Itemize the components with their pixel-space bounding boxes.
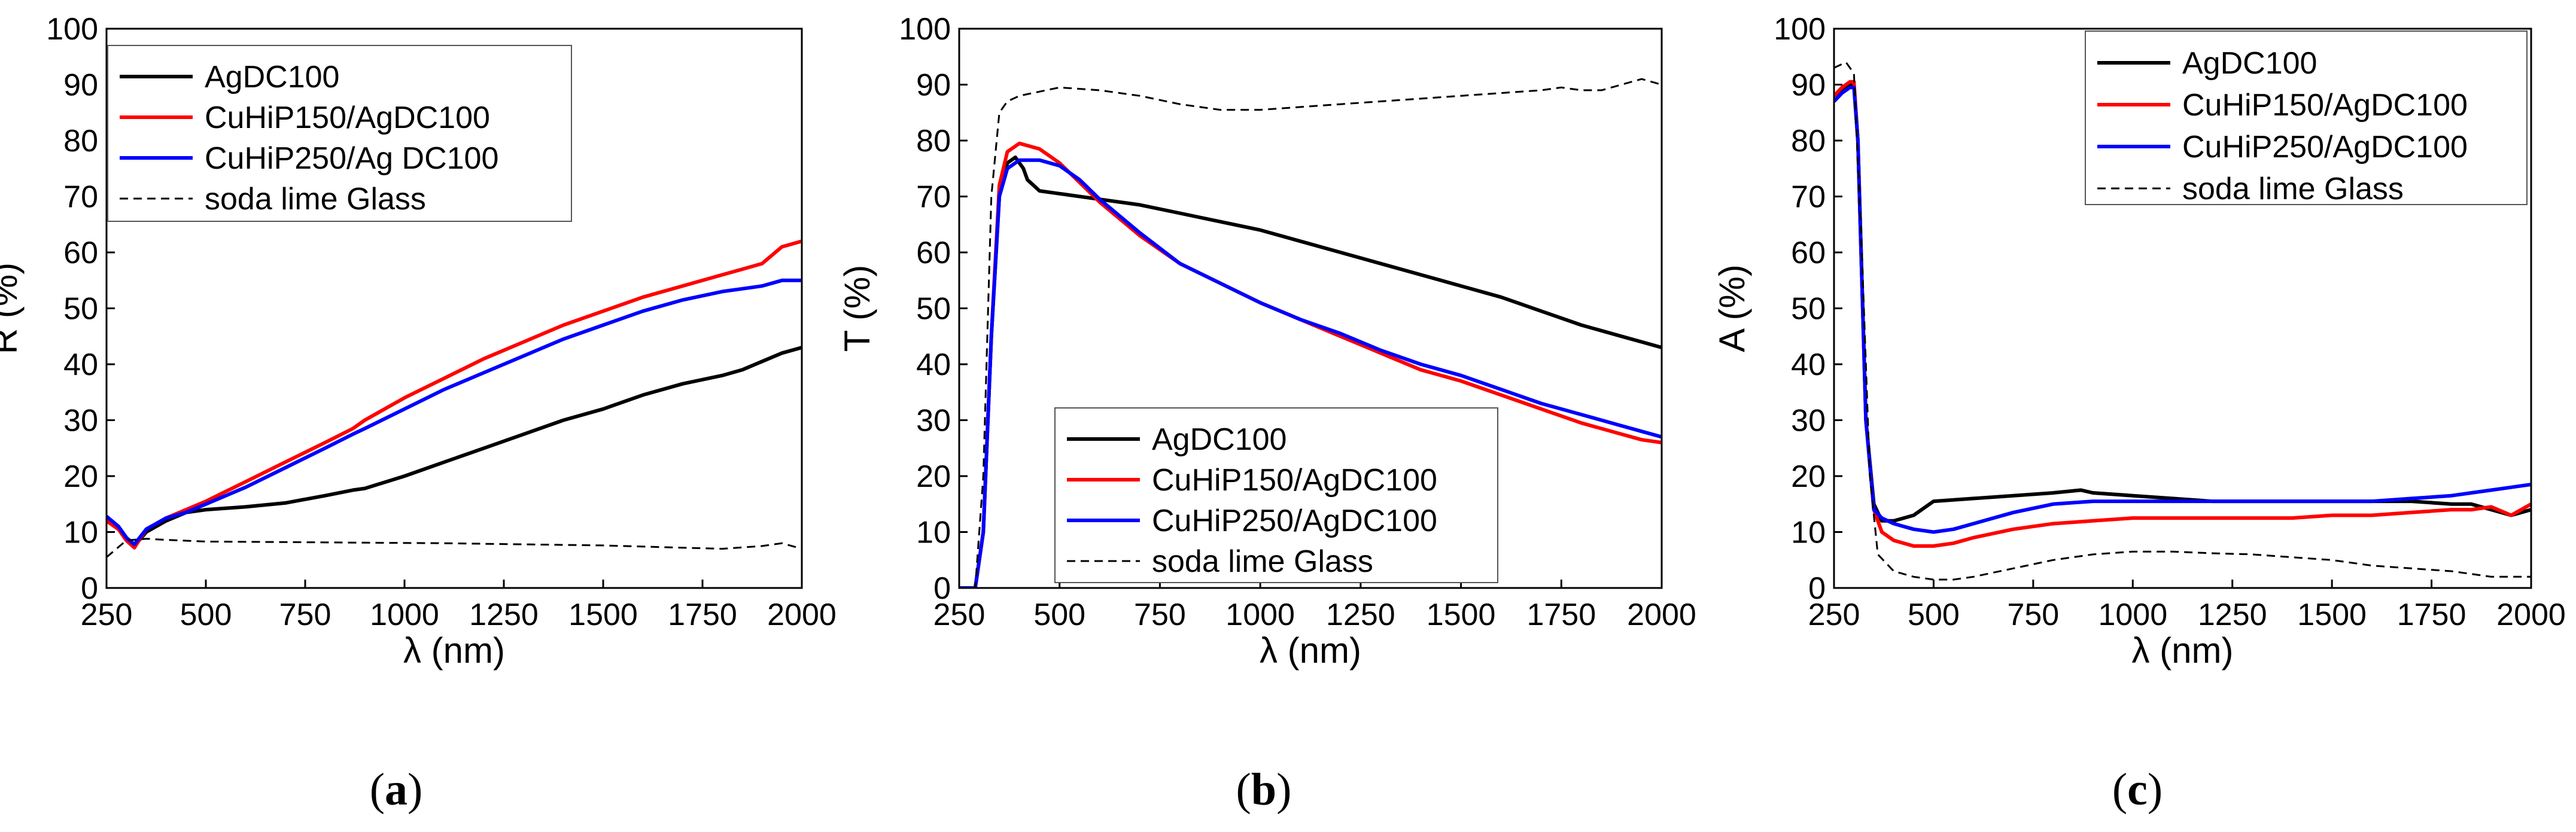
x-tick-label: 500 [1033, 598, 1085, 632]
y-tick-label: 90 [1791, 68, 1826, 103]
legend-label: CuHiP150/AgDC100 [205, 100, 490, 135]
y-tick-label: 40 [1791, 348, 1826, 382]
y-tick-label: 20 [1791, 459, 1826, 494]
y-tick-label: 40 [916, 348, 951, 382]
series-group [107, 239, 802, 558]
x-tick-label: 1500 [568, 598, 638, 632]
series-group [959, 78, 1662, 588]
y-tick-label: 20 [916, 459, 951, 494]
series-line-2 [959, 158, 1662, 588]
y-tick-label: 100 [899, 12, 951, 47]
x-tick-label: 250 [81, 598, 133, 632]
legend-label: AgDC100 [205, 60, 339, 95]
x-tick-label: 1750 [668, 598, 737, 632]
x-axis-label: λ (nm) [2132, 630, 2234, 671]
y-axis-label: R (%) [0, 263, 25, 354]
legend-box [1054, 407, 1498, 583]
y-tick-label: 70 [1791, 180, 1826, 215]
y-tick-label: 100 [46, 12, 98, 47]
panel-a: 250 500 750 1000 1250 1500 1750 2000 0 10 20 30 40 50… [0, 12, 837, 815]
series-line-3 [107, 538, 802, 558]
x-tick-label: 1500 [2297, 598, 2367, 632]
y-tick-label: 60 [63, 236, 98, 270]
y-tick-label: 0 [1808, 571, 1826, 606]
y-tick-label: 60 [916, 236, 951, 270]
legend: AgDC100 CuHiP150/AgDC100 CuHiP250/Ag DC100… [107, 45, 572, 222]
y-tick-label: 50 [63, 292, 98, 327]
x-tick-label: 1750 [2397, 598, 2466, 632]
y-tick-label: 10 [63, 516, 98, 550]
legend-label: CuHiP250/AgDC100 [1152, 504, 1437, 538]
panel-b: 250 500 750 1000 1250 1500 1750 2000 0 10 20 30 40 50… [837, 12, 1696, 815]
x-tick-label: 1250 [1326, 598, 1395, 632]
y-tick-label: 80 [63, 124, 98, 159]
x-axis-label: λ (nm) [403, 630, 505, 671]
legend-label: soda lime Glass [2182, 172, 2404, 206]
y-tick-label: 70 [916, 180, 951, 215]
y-tick-label: 10 [1791, 516, 1826, 550]
y-tick-label: 90 [916, 68, 951, 103]
y-axis-label: A (%) [1712, 264, 1752, 352]
series-group [1834, 61, 2531, 581]
legend-box [2085, 31, 2528, 205]
legend: AgDC100 CuHiP150/AgDC100 CuHiP250/AgDC100 s… [1054, 407, 1498, 583]
y-tick-label: 100 [1774, 12, 1826, 47]
panel-caption: (c) [2112, 764, 2163, 815]
x-tick-label: 1250 [469, 598, 539, 632]
legend: AgDC100 CuHiP150/AgDC100 CuHiP250/AgDC100 s… [2085, 31, 2528, 206]
x-tick-label: 1750 [1526, 598, 1596, 632]
y-tick-label: 30 [63, 404, 98, 438]
panel-caption: (a) [370, 764, 423, 815]
x-tick-label: 250 [1808, 598, 1860, 632]
y-tick-label: 20 [63, 459, 98, 494]
legend-label: CuHiP250/AgDC100 [2182, 130, 2468, 164]
legend-label: soda lime Glass [205, 182, 426, 217]
legend-label: CuHiP150/AgDC100 [1152, 463, 1437, 498]
series-line-2 [107, 278, 802, 547]
y-tick-label: 50 [1791, 292, 1826, 327]
x-tick-label: 1000 [1225, 598, 1295, 632]
x-tick-label: 750 [1134, 598, 1186, 632]
series-line-3 [959, 78, 1662, 588]
x-tick-label: 1250 [2198, 598, 2267, 632]
x-tick-label: 2000 [1627, 598, 1696, 632]
x-tick-label: 750 [279, 598, 331, 632]
y-tick-label: 10 [916, 516, 951, 550]
legend-label: AgDC100 [1152, 422, 1287, 457]
y-tick-label: 30 [916, 404, 951, 438]
x-tick-label: 1000 [370, 598, 439, 632]
panel-caption: (b) [1236, 764, 1292, 815]
x-tick-label: 2000 [767, 598, 837, 632]
y-tick-label: 50 [916, 292, 951, 327]
legend-label: CuHiP250/Ag DC100 [205, 141, 498, 176]
y-tick-label: 0 [81, 571, 98, 606]
x-tick-label: 1500 [1427, 598, 1496, 632]
series-line-0 [107, 346, 802, 548]
y-tick-label: 70 [63, 180, 98, 215]
x-tick-label: 250 [933, 598, 986, 632]
y-tick-label: 90 [63, 68, 98, 103]
x-tick-label: 750 [2007, 598, 2059, 632]
legend-label: CuHiP150/AgDC100 [2182, 88, 2468, 123]
y-tick-label: 60 [1791, 236, 1826, 270]
x-axis-label: λ (nm) [1260, 630, 1361, 671]
y-tick-label: 80 [1791, 124, 1826, 159]
y-tick-label: 40 [63, 348, 98, 382]
y-tick-label: 80 [916, 124, 951, 159]
legend-label: soda lime Glass [1152, 544, 1373, 579]
x-tick-label: 1000 [2098, 598, 2167, 632]
y-tick-label: 0 [933, 571, 951, 606]
y-axis-label: T (%) [837, 265, 877, 352]
y-tick-label: 30 [1791, 404, 1826, 438]
x-tick-label: 500 [180, 598, 232, 632]
legend-label: AgDC100 [2182, 46, 2317, 81]
panel-c: 250 500 750 1000 1250 1500 1750 2000 0 10 20 30 40 50… [1712, 12, 2566, 815]
x-tick-label: 2000 [2496, 598, 2566, 632]
x-tick-label: 500 [1908, 598, 1960, 632]
series-line-3 [1834, 61, 2531, 581]
